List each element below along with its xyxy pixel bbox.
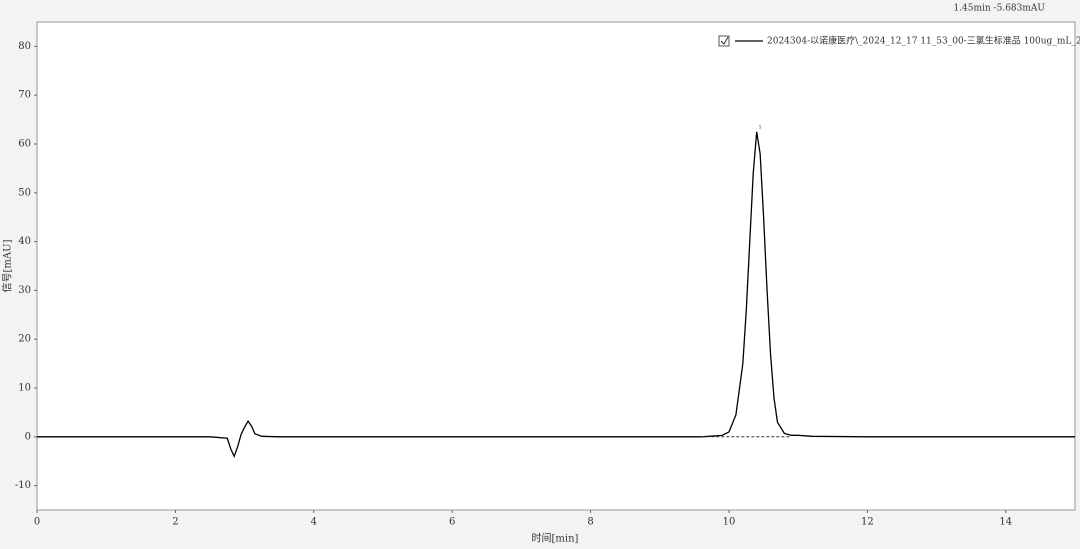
y-tick-label: -10 bbox=[15, 480, 31, 491]
legend-checkbox[interactable] bbox=[718, 35, 730, 47]
x-tick-label: 10 bbox=[723, 517, 736, 528]
x-tick-label: 2 bbox=[172, 517, 178, 528]
y-tick-label: 80 bbox=[18, 41, 31, 52]
plot-area bbox=[36, 21, 1076, 511]
x-tick-label: 8 bbox=[587, 517, 593, 528]
x-tick-label: 4 bbox=[311, 517, 317, 528]
legend-check bbox=[720, 36, 729, 45]
legend-label: 2024304-以诺康医疗\_2024_12_17 11_53_00-三氯生标准… bbox=[767, 35, 1080, 47]
y-tick-label: 70 bbox=[18, 90, 31, 101]
x-tick-label: 0 bbox=[34, 517, 40, 528]
y-tick-label: 60 bbox=[18, 139, 31, 150]
y-tick-label: 0 bbox=[25, 431, 31, 442]
x-tick-label: 14 bbox=[999, 517, 1012, 528]
x-axis-label: 时间[min] bbox=[532, 532, 579, 545]
x-tick-label: 6 bbox=[449, 517, 455, 528]
data-line bbox=[37, 131, 1075, 459]
y-tick-label: 50 bbox=[18, 187, 31, 198]
cursor-readout: 1.45min -5.683mAU bbox=[953, 4, 1045, 14]
y-tick-label: 20 bbox=[18, 334, 31, 345]
y-tick-label: 10 bbox=[18, 383, 31, 394]
x-tick-label: 12 bbox=[861, 517, 874, 528]
y-tick-label: 30 bbox=[18, 285, 31, 296]
peak-label: 1 bbox=[759, 124, 762, 130]
y-axis-label: 信号[mAU] bbox=[2, 239, 14, 292]
y-tick-label: 40 bbox=[18, 236, 31, 247]
